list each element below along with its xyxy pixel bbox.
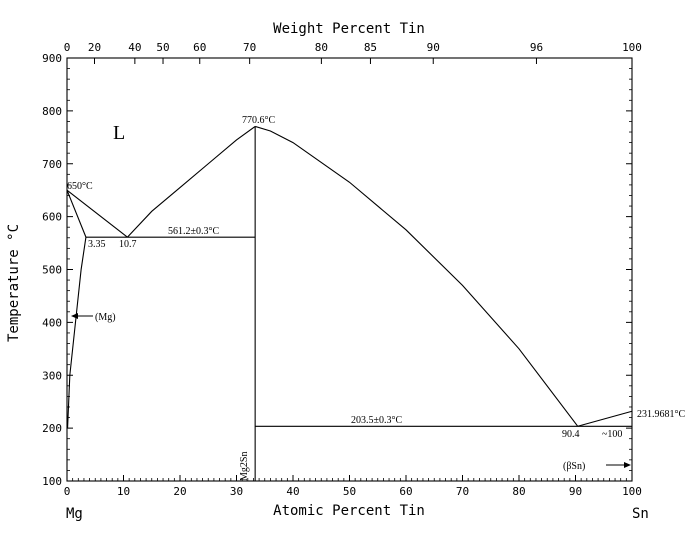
y-tick-label: 100 <box>42 475 62 488</box>
y-tick-label: 700 <box>42 158 62 171</box>
x-bottom-tick-label: 50 <box>343 485 356 498</box>
y-tick-label: 800 <box>42 105 62 118</box>
x-top-tick-label: 70 <box>243 41 256 54</box>
x-top-tick-label: 20 <box>88 41 101 54</box>
tick-marks <box>66 57 633 482</box>
compound-label: Mg2Sn <box>239 452 250 481</box>
x-top-tick-label: 50 <box>156 41 169 54</box>
eutectic1-comp-label: 10.7 <box>119 239 137 250</box>
solvus-mg <box>67 237 87 429</box>
eutectic2-comp-label: 90.4 <box>562 429 580 440</box>
x-top-tick-label: 100 <box>622 41 642 54</box>
y-tick-label: 600 <box>42 211 62 224</box>
compound-melt-label: 770.6°C <box>242 115 275 126</box>
solubility-label: 3.35 <box>88 239 106 250</box>
sn-melting-label: 231.9681°C <box>637 409 685 420</box>
x-bottom-tick-label: 90 <box>569 485 582 498</box>
y-tick-label: 400 <box>42 316 62 329</box>
liquidus-from-compound <box>254 125 579 427</box>
bottom-axis-title: Atomic Percent Tin <box>273 503 425 519</box>
x-bottom-tick-label: 80 <box>512 485 525 498</box>
y-tick-label: 300 <box>42 369 62 382</box>
eutectic2-temp-label: 203.5±0.3°C <box>351 415 402 426</box>
y-tick-label: 500 <box>42 264 62 277</box>
mg-melting-label: 650°C <box>67 181 93 192</box>
x-top-tick-label: 60 <box>193 41 206 54</box>
y-axis-title: Temperature °C <box>6 224 22 342</box>
x-bottom-tick-label: 10 <box>117 485 130 498</box>
x-bottom-tick-label: 60 <box>399 485 412 498</box>
liquidus-to-compound <box>127 125 256 238</box>
x-top-tick-label: 40 <box>128 41 141 54</box>
phase-boundaries <box>66 125 633 481</box>
liquid-label: L <box>113 122 125 144</box>
mg-phase-label: (Mg) <box>95 312 116 323</box>
x-top-tick-label: 90 <box>427 41 440 54</box>
y-tick-label: 900 <box>42 52 62 65</box>
x-bottom-tick-label: 100 <box>622 485 642 498</box>
element-sn: Sn <box>632 506 649 522</box>
x-bottom-tick-label: 30 <box>230 485 243 498</box>
sn-phase-label: (βSn) <box>563 461 585 472</box>
liquidus-sn-side <box>577 410 633 427</box>
x-top-tick-label: 96 <box>530 41 543 54</box>
x-bottom-tick-label: 20 <box>173 485 186 498</box>
mg-phase-arrow <box>71 313 93 319</box>
y-tick-label: 200 <box>42 422 62 435</box>
x-top-tick-label: 85 <box>364 41 377 54</box>
x-bottom-tick-label: 70 <box>456 485 469 498</box>
x-top-tick-label: 80 <box>315 41 328 54</box>
eutectic1-temp-label: 561.2±0.3°C <box>168 226 219 237</box>
top-axis-title: Weight Percent Tin <box>273 21 425 37</box>
plot-frame <box>66 57 633 482</box>
solidus-mg <box>66 189 87 238</box>
sn-solubility-label: ~100 <box>602 429 622 440</box>
element-mg: Mg <box>66 506 83 522</box>
x-top-tick-label: 0 <box>64 41 71 54</box>
x-bottom-tick-label: 40 <box>286 485 299 498</box>
x-bottom-tick-label: 0 <box>64 485 71 498</box>
liquidus-mg-side <box>66 189 128 238</box>
sn-phase-arrow <box>606 462 631 468</box>
